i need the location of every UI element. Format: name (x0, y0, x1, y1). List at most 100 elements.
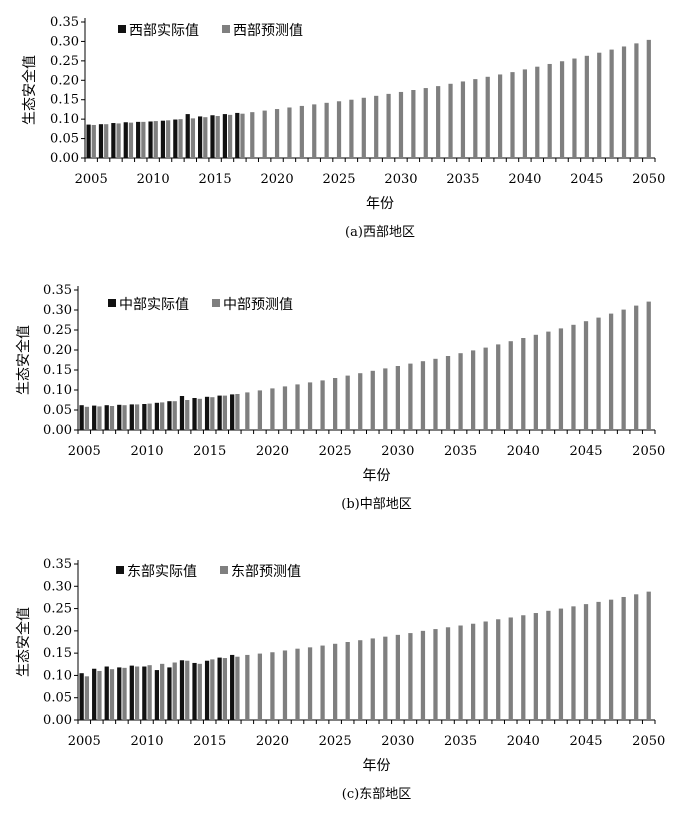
bar-actual (86, 124, 91, 158)
x-tick-label: 2020 (256, 444, 289, 459)
bar-predicted (178, 119, 183, 158)
bar-predicted (203, 117, 208, 158)
bar-predicted (609, 49, 614, 158)
x-tick-label: 2040 (508, 172, 541, 187)
bar-actual (154, 670, 160, 720)
bar-predicted (245, 392, 250, 430)
bar-predicted (596, 601, 601, 720)
y-axis-label: 生态安全值 (15, 325, 32, 395)
bar-predicted (210, 397, 215, 430)
y-tick-label: 0.30 (43, 579, 72, 594)
bar-predicted (257, 653, 263, 720)
legend-swatch-predicted (212, 299, 220, 307)
bar-predicted (84, 406, 90, 430)
legend-swatch-predicted (220, 566, 228, 574)
bar-predicted (91, 124, 96, 158)
bar-actual (235, 112, 240, 158)
bar-predicted (533, 613, 538, 720)
bar-predicted (282, 386, 288, 430)
bar-predicted (646, 591, 651, 720)
x-axis-label: 年份 (363, 758, 391, 774)
bar-predicted (521, 338, 526, 430)
bar-predicted (84, 676, 90, 720)
bar-predicted (634, 594, 639, 720)
bar-actual (79, 405, 84, 430)
y-tick-label: 0.15 (50, 93, 79, 108)
x-tick-label: 2015 (199, 172, 232, 187)
x-tick-label: 2010 (130, 734, 163, 749)
x-axis-label: 年份 (366, 196, 394, 212)
legend-swatch-actual (108, 299, 116, 307)
y-tick-label: 0.25 (43, 323, 72, 338)
x-tick-label: 2050 (632, 444, 665, 459)
bar-predicted (408, 633, 413, 720)
bar-actual (79, 673, 84, 720)
bar-predicted (547, 63, 552, 158)
bar-predicted (240, 113, 245, 158)
bar-actual (104, 405, 109, 430)
bar-predicted (522, 69, 527, 158)
bar-predicted (141, 121, 146, 158)
bar-predicted (222, 395, 228, 430)
chart-west: 0.00 0.05 0.10 0.15 0.20 0.25 0.30 0.35 2005 2010… (21, 15, 665, 240)
bar-predicted (210, 659, 215, 720)
x-tick-label: 2005 (75, 172, 108, 187)
bar-predicted (147, 665, 152, 720)
bar-predicted (608, 313, 614, 430)
bar-predicted (104, 124, 109, 158)
bar-predicted (483, 621, 488, 720)
bar-actual (117, 404, 122, 430)
bar-predicted (97, 406, 102, 430)
x-tick-label: 2050 (632, 172, 665, 187)
x-tick-label: 2015 (193, 734, 226, 749)
x-tick-label: 2025 (322, 172, 355, 187)
bar-predicted (295, 384, 300, 430)
bar-predicted (295, 648, 300, 720)
y-tick-label: 0.10 (43, 668, 72, 683)
bar-predicted (324, 102, 329, 158)
bar-actual (160, 120, 166, 158)
y-tick-label: 0.20 (43, 624, 72, 639)
bar-predicted (235, 656, 240, 720)
bar-predicted (299, 105, 304, 158)
x-tick-label: 2010 (137, 172, 170, 187)
bar-actual (217, 395, 222, 430)
legend-label-predicted: 东部预测值 (231, 564, 301, 580)
x-tick-label: 2010 (130, 444, 163, 459)
legend-label-actual: 西部实际值 (129, 23, 199, 39)
bar-predicted (215, 116, 220, 158)
bar-actual (92, 405, 97, 430)
x-tick-label: 2030 (381, 444, 414, 459)
bar-predicted (134, 404, 140, 430)
bar-predicted (197, 663, 202, 720)
legend-swatch-actual (118, 25, 126, 33)
y-tick-label: 0.35 (50, 15, 79, 30)
x-tick-label: 2050 (632, 734, 665, 749)
bar-predicted (358, 373, 363, 430)
bar-actual (192, 662, 197, 720)
x-tick-label: 2020 (256, 734, 289, 749)
bar-actual (142, 404, 147, 430)
bar-predicted (383, 368, 388, 430)
legend-label-predicted: 西部预测值 (233, 23, 303, 39)
legend-swatch-predicted (222, 25, 230, 33)
bar-predicted (398, 91, 404, 158)
bar-actual (217, 657, 222, 720)
bar-predicted (470, 623, 476, 720)
bar-predicted (473, 79, 478, 158)
chart-east: 0.00 0.05 0.10 0.15 0.20 0.25 0.30 0.35 2005 2010… (15, 557, 665, 802)
bar-actual (230, 654, 235, 720)
bar-predicted (336, 101, 342, 158)
bar-predicted (160, 663, 165, 720)
bar-predicted (408, 363, 413, 430)
y-tick-label: 0.10 (43, 383, 72, 398)
bar-predicted (485, 76, 490, 158)
bar-predicted (250, 112, 255, 158)
bar-actual (204, 396, 210, 430)
bar-actual (136, 121, 141, 158)
bar-predicted (634, 305, 639, 430)
bar-predicted (333, 643, 338, 720)
bar-actual (117, 667, 122, 720)
bar-predicted (498, 74, 503, 158)
x-tick-label: 2045 (570, 172, 603, 187)
